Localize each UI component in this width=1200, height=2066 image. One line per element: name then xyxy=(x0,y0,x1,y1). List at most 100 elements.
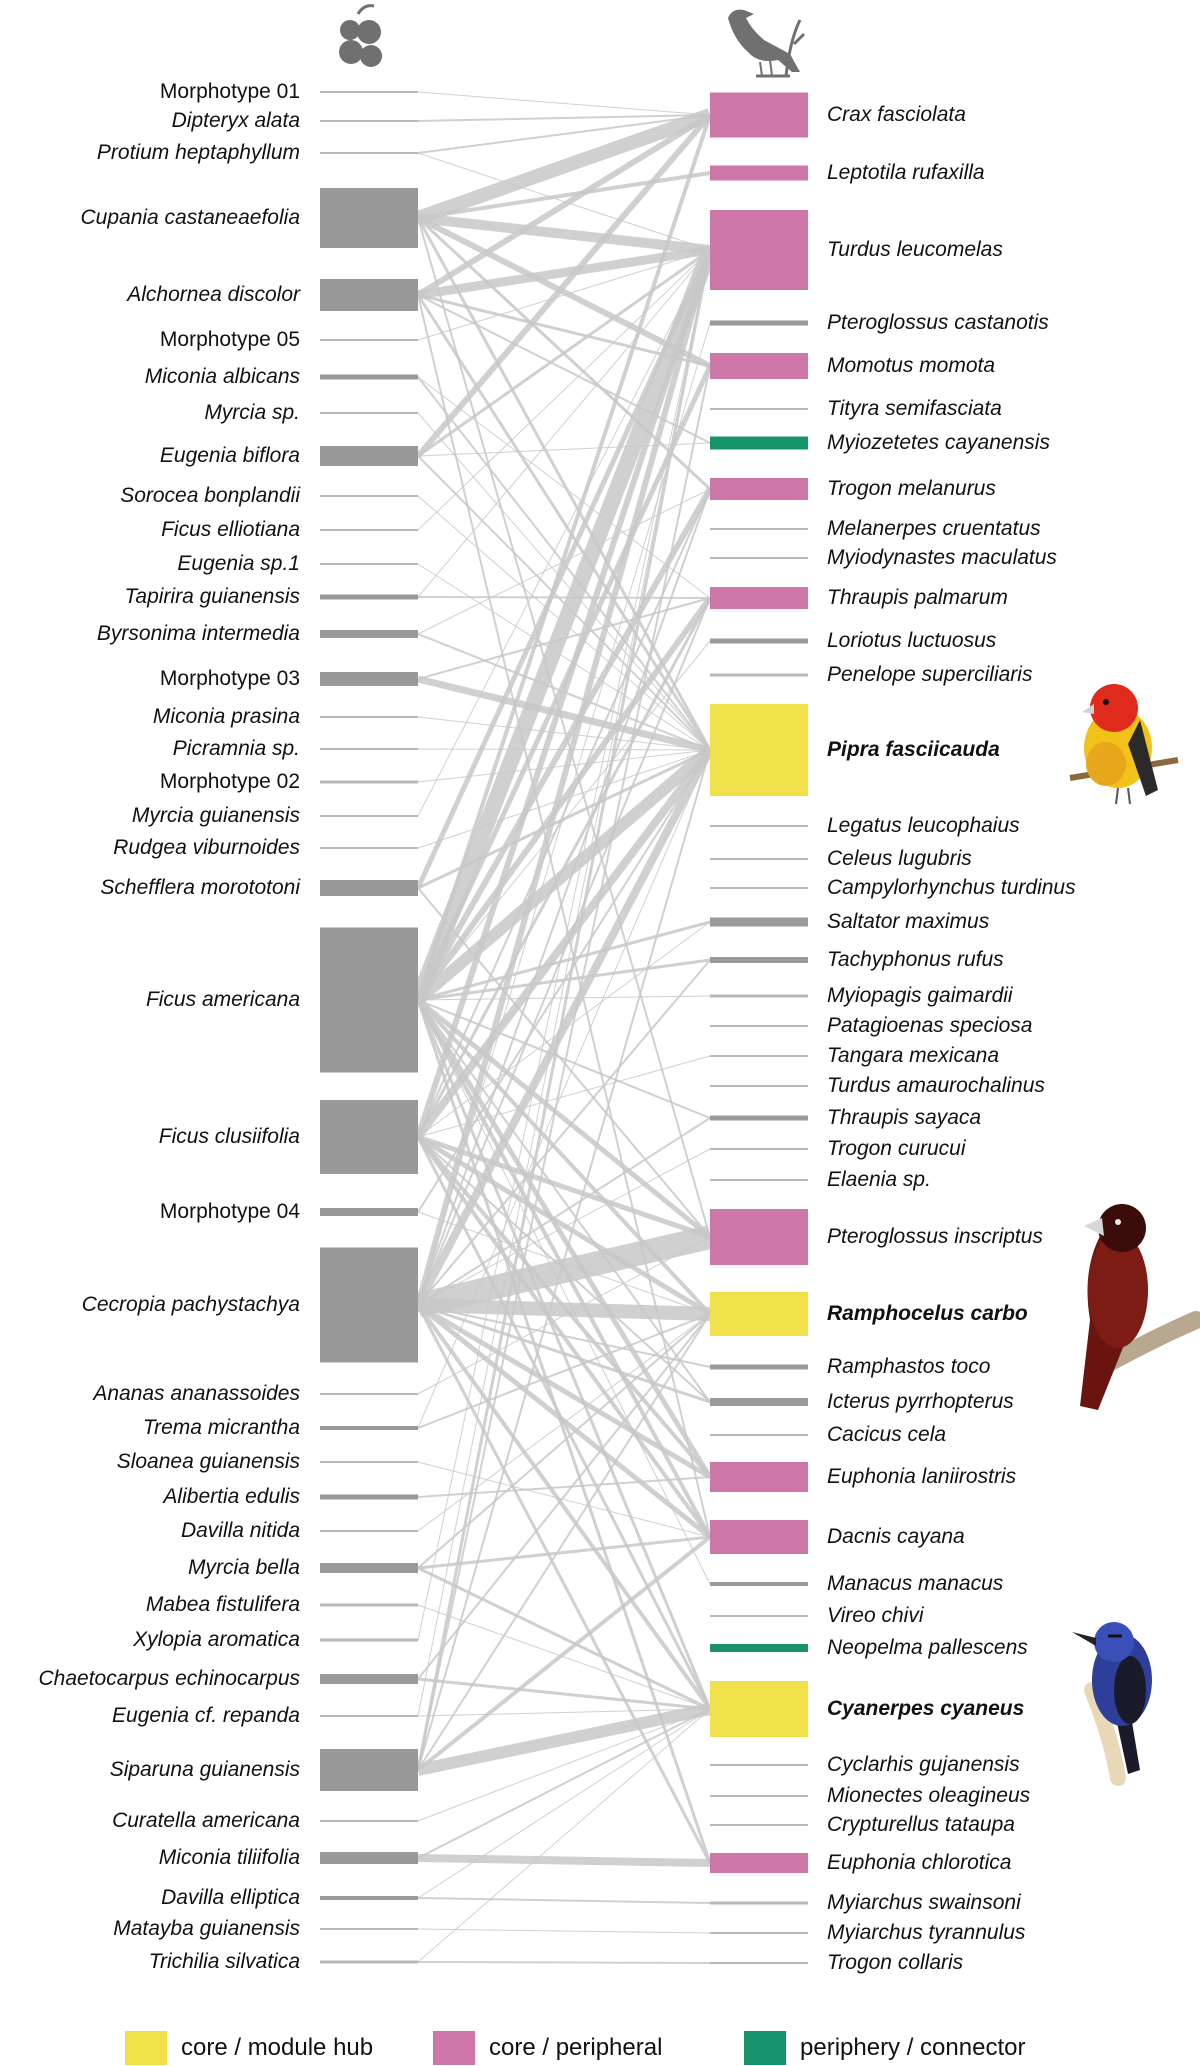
interaction-link xyxy=(415,998,713,1479)
bird-label: Pteroglossus inscriptus xyxy=(827,1225,1043,1248)
interaction-link xyxy=(417,995,711,1001)
plant-node xyxy=(320,716,418,718)
interaction-link xyxy=(416,998,712,1316)
plant-label: Eugenia cf. repanda xyxy=(112,1704,300,1727)
plant-node xyxy=(320,1461,418,1463)
plant-node xyxy=(320,495,418,497)
plant-node xyxy=(320,1530,418,1532)
interaction-link xyxy=(417,563,711,751)
legend-periphery-connector: periphery / connector xyxy=(744,2030,1025,2066)
plant-label: Morphotype 05 xyxy=(159,328,300,351)
bird-node xyxy=(710,353,808,379)
bird-node xyxy=(710,858,808,860)
bird-node xyxy=(710,1292,808,1336)
plant-label: Miconia tiliifolia xyxy=(158,1846,300,1869)
interaction-link xyxy=(416,1703,712,1776)
interaction-link xyxy=(417,249,711,1641)
plant-node xyxy=(320,815,418,817)
plant-label: Tapirira guianensis xyxy=(124,585,301,608)
plant-node xyxy=(320,1426,418,1430)
bird-node xyxy=(710,1853,808,1873)
interaction-link xyxy=(417,217,711,1238)
plant-label: Mabea fistulifera xyxy=(145,1593,300,1616)
plant-node xyxy=(320,1603,418,1607)
bird-label: Cyanerpes cyaneus xyxy=(827,1697,1025,1720)
interaction-link xyxy=(415,1225,713,1317)
interaction-link xyxy=(417,1313,711,1771)
plant-label: Morphotype 04 xyxy=(159,1200,300,1223)
plant-node xyxy=(320,446,418,466)
plant-label: Chaetocarpus echinocarpus xyxy=(38,1667,301,1690)
plant-label: Eugenia biflora xyxy=(159,444,300,467)
plant-node xyxy=(320,1852,418,1864)
bird-label: Trogon collaris xyxy=(827,1951,964,1974)
interaction-link xyxy=(414,748,714,1307)
interaction-link xyxy=(417,114,711,154)
interaction-link xyxy=(416,1303,712,1711)
interaction-link xyxy=(417,91,711,116)
interaction-link xyxy=(416,597,712,1138)
plant-label: Cupania castaneaefolia xyxy=(80,206,301,229)
bird-label: Pipra fasciicauda xyxy=(827,738,1000,761)
interaction-link xyxy=(417,1476,711,1498)
plant-label: Sloanea guianensis xyxy=(116,1450,300,1473)
interaction-link xyxy=(417,1303,711,1404)
plant-label: Ananas ananassoides xyxy=(93,1382,300,1405)
bird-label: Vireo chivi xyxy=(827,1604,924,1627)
bird-node xyxy=(710,1764,808,1766)
interaction-link xyxy=(417,1854,711,1867)
bird-label: Turdus leucomelas xyxy=(827,238,1003,261)
plant-label: Picramnia sp. xyxy=(172,737,300,760)
plant-node xyxy=(320,1960,418,1964)
bird-node xyxy=(710,528,808,530)
bird-node xyxy=(710,1398,808,1406)
bird-node xyxy=(710,673,808,677)
interaction-link xyxy=(417,114,711,122)
plant-node xyxy=(320,529,418,531)
plant-label: Davilla nitida xyxy=(180,1519,300,1542)
plant-node xyxy=(320,1896,418,1900)
interaction-link xyxy=(417,1897,711,1904)
bird-label: Mionectes oleagineus xyxy=(827,1784,1031,1807)
interaction-link xyxy=(417,1461,711,1538)
interaction-link xyxy=(416,1303,712,1539)
bird-label: Myiarchus tyrannulus xyxy=(827,1921,1026,1944)
interaction-link xyxy=(417,1708,711,1963)
plant-label: Schefflera morototoni xyxy=(100,876,300,899)
bird-node xyxy=(710,1962,808,1964)
plant-node xyxy=(320,748,418,750)
bird-label: Momotus momota xyxy=(827,354,996,377)
bird-node xyxy=(710,957,808,963)
bird-node xyxy=(710,1644,808,1652)
bird-label: Tityra semifasciata xyxy=(827,397,1002,420)
bird-label: Myiarchus swainsoni xyxy=(827,1891,1021,1914)
plant-node xyxy=(320,279,418,311)
bird-node xyxy=(710,994,808,998)
bird-label: Leptotila rufaxilla xyxy=(827,161,985,184)
bird-node xyxy=(710,1932,808,1934)
plant-node xyxy=(320,1674,418,1684)
bird-label: Tachyphonus rufus xyxy=(827,948,1004,971)
interaction-link xyxy=(417,640,711,1001)
legend-core-peripheral: core / peripheral xyxy=(433,2030,662,2066)
interaction-link xyxy=(417,749,711,1771)
bird-node xyxy=(710,1364,808,1370)
bird-label: Turdus amaurochalinus xyxy=(827,1074,1045,1097)
interaction-link xyxy=(416,1302,712,1480)
bird-label: Legatus leucophaius xyxy=(827,814,1020,837)
interaction-link xyxy=(417,675,711,754)
interaction-link xyxy=(417,249,711,598)
bird-node xyxy=(710,704,808,796)
legend-swatch xyxy=(433,2031,475,2065)
plant-label: Cecropia pachystachya xyxy=(81,1293,300,1316)
bird-label: Melanerpes cruentatus xyxy=(827,517,1041,540)
plant-label: Trichilia silvatica xyxy=(148,1950,300,1973)
plant-label: Eugenia sp.1 xyxy=(177,552,300,575)
plant-node xyxy=(320,412,418,414)
bird-label: Loriotus luctuosus xyxy=(827,629,997,652)
interaction-link xyxy=(417,1117,711,1306)
interaction-link xyxy=(417,1134,711,1240)
plant-node xyxy=(320,374,418,380)
bird-node xyxy=(710,1179,808,1181)
bird-node xyxy=(710,1025,808,1027)
